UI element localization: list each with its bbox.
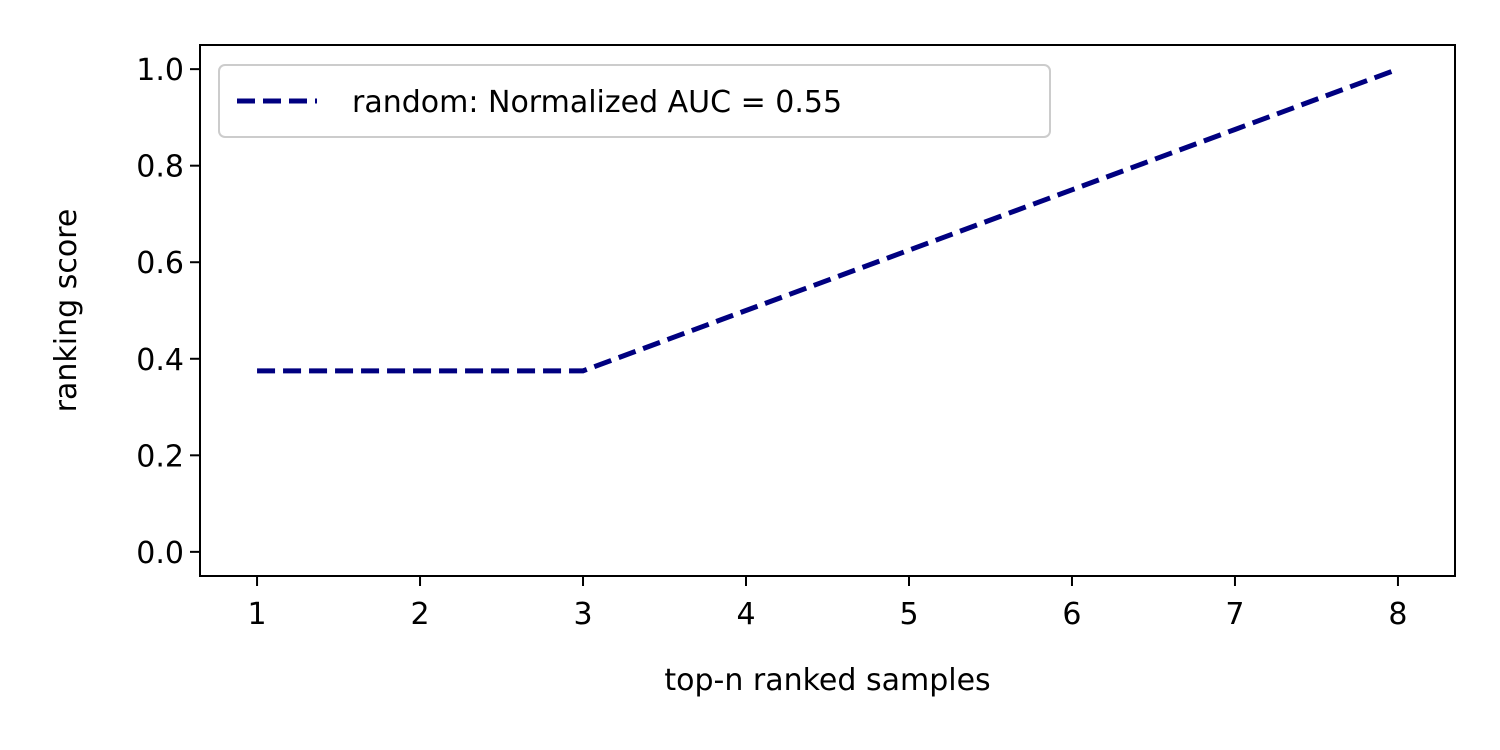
y-tick-label: 0.0: [136, 536, 184, 571]
legend-box: [218, 64, 1051, 138]
y-tick-label: 1.0: [136, 53, 184, 88]
x-tick-label: 2: [410, 597, 429, 632]
x-tick-label: 4: [736, 597, 755, 632]
x-tick-label: 1: [247, 597, 266, 632]
x-axis-ticks: 1 2 3 4 5 6 7 8: [247, 576, 1408, 632]
y-tick-label: 0.4: [136, 343, 184, 378]
x-tick-label: 5: [899, 597, 918, 632]
series-line: [257, 66, 1399, 374]
x-tick-label: 3: [573, 597, 592, 632]
x-tick-label: 6: [1062, 597, 1081, 632]
x-tick-label: 7: [1225, 597, 1244, 632]
y-tick-label: 0.8: [136, 150, 184, 185]
y-tick-label: 0.6: [136, 246, 184, 281]
y-axis-label: ranking score: [49, 209, 84, 413]
legend: random: Normalized AUC = 0.55: [218, 64, 1051, 138]
plot-frame: [199, 44, 1456, 577]
legend-label: random: Normalized AUC = 0.55: [352, 85, 842, 120]
x-tick-label: 8: [1388, 597, 1407, 632]
x-axis-label: top-n ranked samples: [664, 663, 990, 698]
y-axis-ticks: 0.0 0.2 0.4 0.6 0.8 1.0: [136, 53, 200, 571]
y-tick-label: 0.2: [136, 439, 184, 474]
series-layer: [257, 66, 1399, 374]
